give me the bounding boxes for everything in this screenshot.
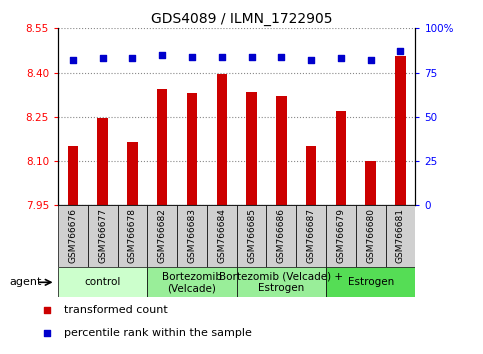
Bar — [356, 205, 385, 267]
Point — [307, 57, 315, 63]
Bar — [187, 93, 197, 205]
Bar — [366, 161, 376, 205]
Point — [337, 56, 345, 61]
Bar — [98, 118, 108, 205]
Text: Bortezomib
(Velcade): Bortezomib (Velcade) — [162, 272, 222, 293]
Text: GSM766682: GSM766682 — [158, 209, 167, 263]
Bar — [385, 205, 415, 267]
Point — [367, 57, 375, 63]
Text: GDS4089 / ILMN_1722905: GDS4089 / ILMN_1722905 — [151, 12, 332, 27]
Point — [128, 56, 136, 61]
Bar — [147, 267, 237, 297]
Text: GSM766676: GSM766676 — [69, 209, 77, 263]
Bar — [127, 142, 138, 205]
Point — [188, 54, 196, 59]
Bar — [306, 146, 316, 205]
Text: percentile rank within the sample: percentile rank within the sample — [64, 328, 252, 338]
Bar — [58, 267, 147, 297]
Text: GSM766683: GSM766683 — [187, 209, 197, 263]
Point — [69, 57, 77, 63]
Point — [248, 54, 256, 59]
Text: Estrogen: Estrogen — [348, 277, 394, 287]
Bar — [88, 205, 117, 267]
Bar — [68, 146, 78, 205]
Text: GSM766687: GSM766687 — [307, 209, 315, 263]
Text: Bortezomib (Velcade) +
Estrogen: Bortezomib (Velcade) + Estrogen — [219, 272, 343, 293]
Text: GSM766680: GSM766680 — [366, 209, 375, 263]
Text: agent: agent — [10, 277, 42, 287]
Bar — [237, 267, 326, 297]
Bar — [177, 205, 207, 267]
Point — [278, 54, 285, 59]
Bar — [147, 205, 177, 267]
Bar — [246, 92, 257, 205]
Bar — [267, 205, 296, 267]
Point — [43, 330, 51, 336]
Bar — [395, 56, 406, 205]
Text: control: control — [85, 277, 121, 287]
Text: GSM766678: GSM766678 — [128, 209, 137, 263]
Bar — [326, 205, 356, 267]
Text: GSM766679: GSM766679 — [337, 209, 345, 263]
Point — [397, 48, 404, 54]
Point — [218, 54, 226, 59]
Bar — [296, 205, 326, 267]
Text: GSM766686: GSM766686 — [277, 209, 286, 263]
Bar — [326, 267, 415, 297]
Point — [99, 56, 107, 61]
Bar — [58, 205, 88, 267]
Text: GSM766685: GSM766685 — [247, 209, 256, 263]
Bar — [216, 74, 227, 205]
Text: GSM766681: GSM766681 — [396, 209, 405, 263]
Bar — [207, 205, 237, 267]
Bar — [157, 89, 168, 205]
Bar — [237, 205, 267, 267]
Bar — [276, 96, 286, 205]
Text: GSM766677: GSM766677 — [98, 209, 107, 263]
Bar — [117, 205, 147, 267]
Bar — [336, 111, 346, 205]
Point — [158, 52, 166, 58]
Text: transformed count: transformed count — [64, 305, 168, 315]
Text: GSM766684: GSM766684 — [217, 209, 226, 263]
Point — [43, 307, 51, 313]
